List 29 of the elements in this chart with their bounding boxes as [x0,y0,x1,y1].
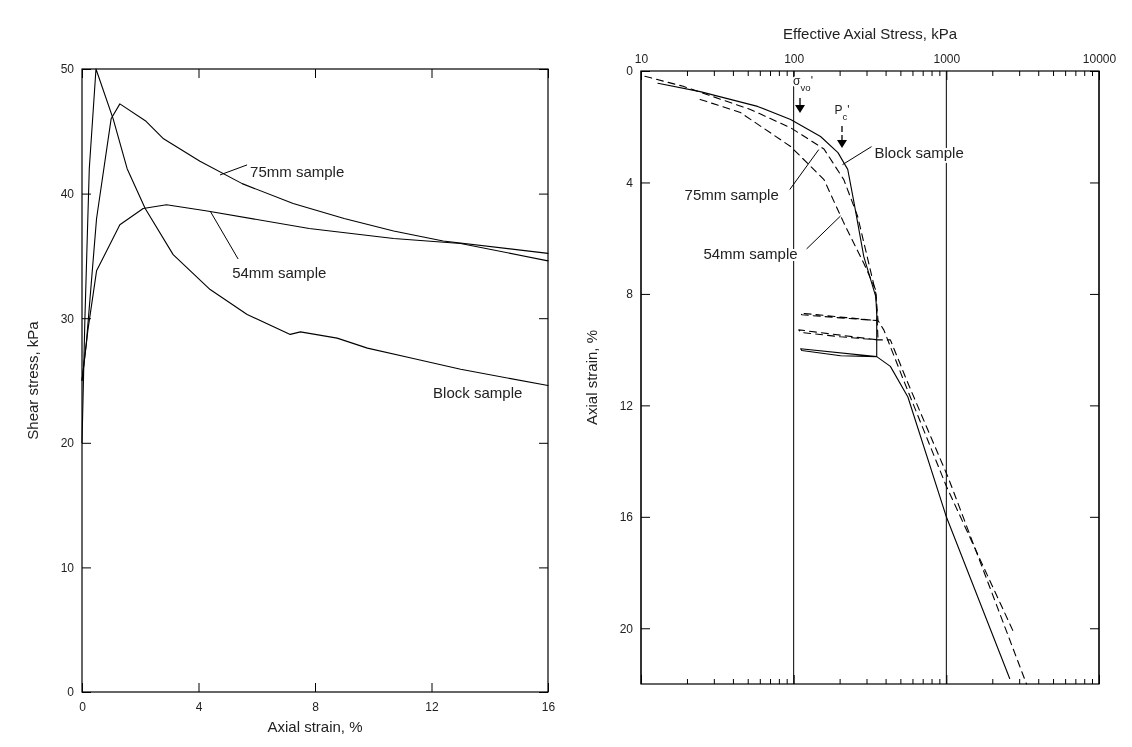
annotation: P$_{c}$' [834,103,850,122]
y-tick-label: 0 [626,64,634,79]
annotation: 75mm sample [250,162,345,180]
y-tick-label: 40 [60,186,75,201]
y-tick-label: 50 [60,62,75,77]
annotation: 75mm sample [684,185,779,203]
annotation: Block sample [433,383,523,401]
x-tick-label: 12 [425,699,439,714]
x-tick-label: 0 [79,699,87,714]
y-tick-label: 16 [619,510,634,525]
y-tick-label: 20 [60,436,75,451]
x-axis-title: Axial strain, % [267,718,363,735]
y-axis-title: Shear stress, kPa [24,320,41,440]
y-axis-title: Axial strain, % [583,329,600,426]
y-tick-label: 4 [626,175,634,190]
y-tick-label: 12 [619,398,634,413]
x-tick-label: 1000 [933,52,961,66]
x-tick-label: 10000 [1082,52,1117,66]
x-axis-title: Effective Axial Stress, kPa [783,25,958,42]
x-tick-label: 4 [195,699,203,714]
x-tick-label: 16 [541,699,556,714]
y-tick-label: 8 [626,287,634,302]
x-tick-label: 8 [312,699,320,714]
y-tick-label: 30 [60,311,75,326]
x-tick-label: 100 [784,52,805,66]
y-tick-label: 10 [60,560,75,575]
y-tick-label: 0 [67,685,75,700]
annotation: 54mm sample [232,264,327,282]
y-tick-label: 20 [619,621,634,636]
